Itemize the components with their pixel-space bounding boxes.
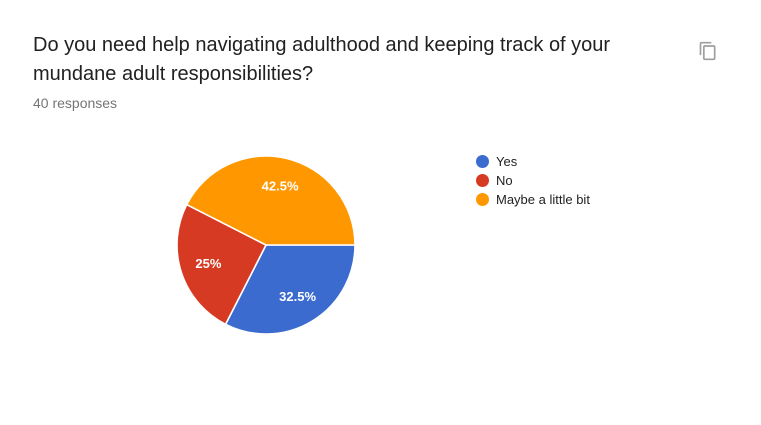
legend-item: Maybe a little bit [476, 190, 590, 209]
question-title: Do you need help navigating adulthood an… [33, 34, 611, 85]
legend-color-dot [476, 193, 489, 206]
legend-color-dot [476, 174, 489, 187]
pie-slice-label: 32.5% [279, 289, 316, 304]
pie-chart: 32.5% 25% 42.5% [176, 155, 356, 335]
legend-color-dot [476, 155, 489, 168]
pie-slice-label: 42.5% [262, 179, 299, 194]
legend-item: No [476, 171, 590, 190]
legend-label: Yes [496, 154, 518, 169]
pie-slice-maybe-a-little-bit[interactable] [185, 155, 356, 246]
pie-slice-label: 25% [195, 256, 221, 271]
chart-legend: Yes No Maybe a little bit [476, 152, 590, 209]
pie-slice-yes[interactable] [224, 244, 356, 335]
legend-label: No [496, 173, 513, 188]
copy-chart-button[interactable] [694, 37, 722, 65]
legend-label: Maybe a little bit [496, 192, 590, 207]
copy-icon [698, 41, 718, 61]
legend-item: Yes [476, 152, 590, 171]
response-count: 40 responses [33, 95, 118, 111]
